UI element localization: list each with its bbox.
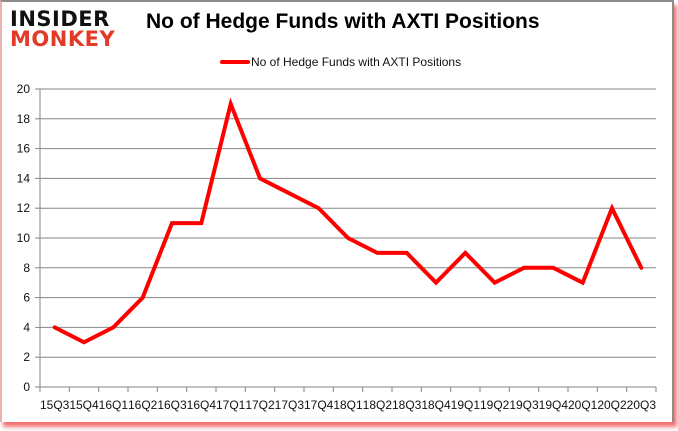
x-tick-label: 18Q4 bbox=[421, 398, 451, 412]
y-tick-label: 2 bbox=[23, 350, 30, 364]
x-tick-label: 18Q1 bbox=[333, 398, 363, 412]
x-tick-label: 15Q3 bbox=[40, 398, 70, 412]
y-tick-label: 8 bbox=[23, 261, 30, 275]
x-tick-label: 16Q3 bbox=[157, 398, 187, 412]
x-tick-label: 18Q3 bbox=[392, 398, 422, 412]
x-tick-label: 19Q4 bbox=[539, 398, 569, 412]
x-tick-label: 18Q2 bbox=[363, 398, 393, 412]
y-tick-label: 18 bbox=[17, 112, 31, 126]
x-tick-label: 19Q1 bbox=[451, 398, 481, 412]
x-tick-label: 15Q4 bbox=[69, 398, 99, 412]
legend-label: No of Hedge Funds with AXTI Positions bbox=[251, 55, 462, 69]
y-tick-label: 14 bbox=[17, 171, 31, 185]
chart-legend: No of Hedge Funds with AXTI Positions bbox=[220, 54, 461, 70]
logo-line-monkey: MONKEY bbox=[10, 27, 116, 51]
y-tick-label: 16 bbox=[17, 142, 31, 156]
y-axis: 0 2 4 6 8 10 12 14 16 18 20 bbox=[17, 82, 41, 394]
y-tick-label: 0 bbox=[23, 380, 30, 394]
y-tick-label: 10 bbox=[17, 231, 31, 245]
logo-line-insider: INSIDER bbox=[10, 7, 110, 31]
insider-monkey-logo: INSIDER MONKEY bbox=[10, 7, 128, 51]
x-tick-label: 20Q3 bbox=[627, 398, 657, 412]
legend-line-swatch-icon bbox=[220, 60, 250, 64]
x-tick-label: 20Q2 bbox=[597, 398, 627, 412]
y-tick-label: 12 bbox=[17, 201, 31, 215]
x-tick-label: 16Q1 bbox=[99, 398, 129, 412]
y-tick-label: 4 bbox=[23, 320, 30, 334]
chart-frame bbox=[0, 0, 674, 422]
x-tick-label: 16Q4 bbox=[187, 398, 217, 412]
y-tick-label: 20 bbox=[17, 82, 31, 96]
x-tick-label: 17Q3 bbox=[275, 398, 305, 412]
x-tick-label: 20Q1 bbox=[568, 398, 598, 412]
x-tick-label: 16Q2 bbox=[128, 398, 158, 412]
data-line-series bbox=[52, 97, 644, 345]
x-tick-label: 19Q3 bbox=[509, 398, 539, 412]
x-tick-label: 17Q1 bbox=[216, 398, 246, 412]
x-tick-label: 17Q2 bbox=[245, 398, 275, 412]
gridlines bbox=[40, 88, 656, 358]
chart-title: No of Hedge Funds with AXTI Positions bbox=[146, 10, 540, 33]
x-tick-label: 19Q2 bbox=[480, 398, 510, 412]
x-axis: 15Q3 15Q4 16Q1 16Q2 16Q3 16Q4 17Q1 17Q2 17Q3 17Q4… bbox=[39, 386, 657, 412]
y-tick-label: 6 bbox=[23, 291, 30, 305]
x-tick-label: 17Q4 bbox=[304, 398, 334, 412]
